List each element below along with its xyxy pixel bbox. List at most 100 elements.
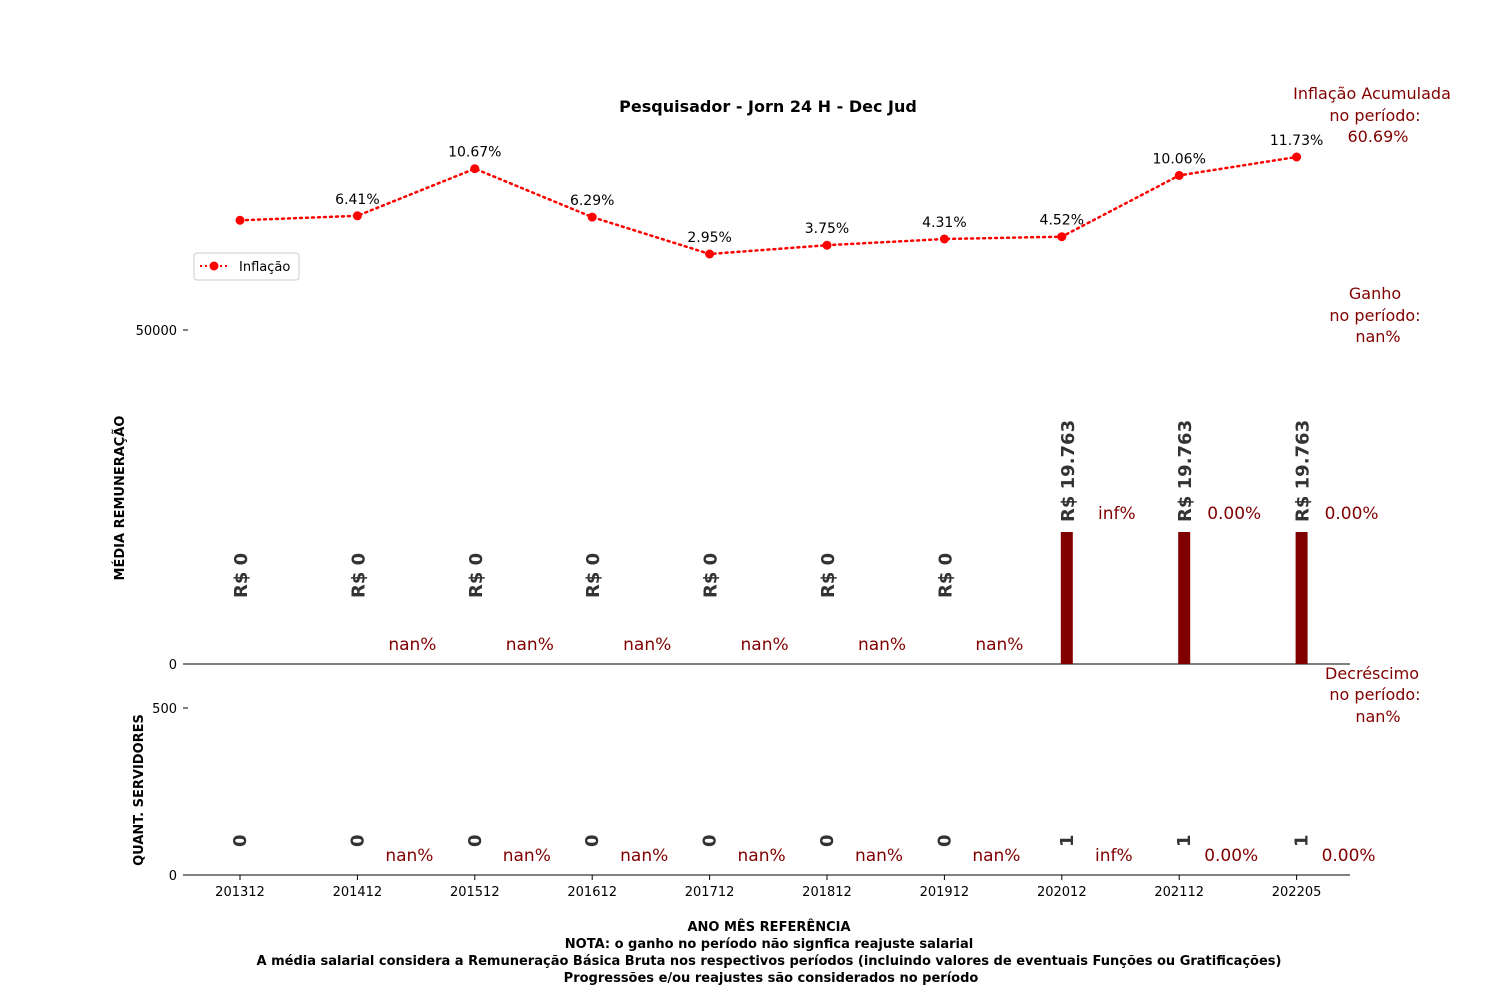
servers-value-202112: 1 <box>1174 834 1195 847</box>
salary-bar-202012 <box>1060 532 1073 664</box>
servers-value-201412: 0 <box>347 834 368 847</box>
inflation-point-201612 <box>587 212 597 222</box>
salary-bar-202112 <box>1178 532 1191 664</box>
xtick-label-201512: 201512 <box>450 885 500 900</box>
side-note-decrease-line2: no período: <box>1329 685 1420 704</box>
xtick-label-202012: 202012 <box>1037 885 1087 900</box>
servers-value-201912: 0 <box>934 834 955 847</box>
inflation-point-201312 <box>235 215 245 225</box>
side-note-gain-line3: nan% <box>1355 327 1400 346</box>
servers-change-201512: nan% <box>503 846 551 866</box>
salary-change-202205: 0.00% <box>1325 504 1379 524</box>
xtick-label-201812: 201812 <box>802 885 852 900</box>
x-ticks: 201312 201412 201512 201612 201712 201812 2019… <box>215 875 1321 900</box>
salary-value-202205: R$ 19.763 <box>1293 420 1314 522</box>
side-note-decrease: Decréscimo no período: nan% <box>1325 664 1421 726</box>
salary-value-202012: R$ 19.763 <box>1058 420 1079 522</box>
salary-change-201612: nan% <box>623 635 671 655</box>
salary-change-201712: nan% <box>741 635 789 655</box>
x-axis-label: ANO MÊS REFERÊNCIA <box>687 919 850 935</box>
inflation-point-202205 <box>1292 152 1302 162</box>
salary-change-202012: inf% <box>1098 504 1136 524</box>
inflation-point-201412 <box>352 211 362 221</box>
salary-value-202112: R$ 19.763 <box>1175 420 1196 522</box>
inflation-label-201912: 4.31% <box>922 215 966 231</box>
xtick-label-201612: 201612 <box>567 885 617 900</box>
inflation-label-201612: 6.29% <box>570 193 614 209</box>
legend-label: Inflação <box>239 260 290 275</box>
salary-value-201912: R$ 0 <box>935 553 956 598</box>
salary-change-201412: nan% <box>388 635 436 655</box>
inflation-line <box>238 155 1298 256</box>
xtick-label-201412: 201412 <box>333 885 383 900</box>
side-note-inflation-line2: no período: <box>1329 106 1420 125</box>
footer-note-2: A média salarial considera a Remuneração… <box>257 954 1282 969</box>
servers-change-202012: inf% <box>1095 846 1133 866</box>
xtick-label-201712: 201712 <box>685 885 735 900</box>
servers-series: 0 0 0 0 0 0 0 1 1 1 nan% nan% nan% nan% nan% nan% inf% 0.… <box>230 834 1376 866</box>
servers-change-202205: 0.00% <box>1322 846 1376 866</box>
inflation-label-201712: 2.95% <box>687 230 731 246</box>
inflation-label-202205: 11.73% <box>1270 133 1323 149</box>
servers-value-201812: 0 <box>817 834 838 847</box>
salary-change-201912: nan% <box>975 635 1023 655</box>
servers-value-201712: 0 <box>700 834 721 847</box>
salary-value-201312: R$ 0 <box>231 553 252 598</box>
servers-change-201812: nan% <box>855 846 903 866</box>
salary-value-201512: R$ 0 <box>466 553 487 598</box>
chart-title: Pesquisador - Jorn 24 H - Dec Jud <box>619 97 917 116</box>
side-note-decrease-line3: nan% <box>1355 707 1400 726</box>
servers-axis: 500 0 QUANT. SERVIDORES <box>132 702 1350 884</box>
servers-ytick-0: 0 <box>169 869 177 884</box>
salary-axis: 50000 0 MÉDIA REMUNERAÇÃO <box>112 324 1350 673</box>
xtick-label-202205: 202205 <box>1272 885 1322 900</box>
servers-ylabel: QUANT. SERVIDORES <box>132 714 147 866</box>
legend: Inflação <box>193 252 300 281</box>
salary-series: R$ 0 R$ 0 R$ 0 R$ 0 R$ 0 R$ 0 R$ 0 R$ 19.763 R$ … <box>231 420 1379 664</box>
salary-value-201412: R$ 0 <box>348 553 369 598</box>
side-note-gain-line1: Ganho <box>1349 284 1401 303</box>
salary-bar-202205 <box>1295 532 1308 664</box>
inflation-series: 6.41% 10.67% 6.29% 2.95% 3.75% 4.31% 4.52% 10.0… <box>235 133 1323 259</box>
footer-note-1: NOTA: o ganho no período não signfica re… <box>565 937 973 952</box>
salary-change-201512: nan% <box>506 635 554 655</box>
inflation-label-201812: 3.75% <box>805 221 849 237</box>
side-note-gain-line2: no período: <box>1329 306 1420 325</box>
servers-ytick-500: 500 <box>152 702 177 717</box>
servers-value-202012: 1 <box>1057 834 1078 847</box>
servers-change-201412: nan% <box>385 846 433 866</box>
side-note-inflation-line3: 60.69% <box>1347 127 1408 146</box>
side-note-inflation: Inflação Acumulada no período: 60.69% <box>1293 84 1451 146</box>
inflation-point-201512 <box>470 164 480 174</box>
side-note-inflation-line1: Inflação Acumulada <box>1293 84 1451 103</box>
legend-marker <box>209 261 219 271</box>
salary-ytick-0: 0 <box>169 658 177 673</box>
inflation-point-201812 <box>822 240 832 250</box>
salary-change-201812: nan% <box>858 635 906 655</box>
side-note-decrease-line1: Decréscimo <box>1325 664 1419 683</box>
inflation-point-202012 <box>1057 232 1067 242</box>
inflation-point-201712 <box>705 249 715 259</box>
inflation-point-202112 <box>1174 170 1184 180</box>
servers-value-201512: 0 <box>465 834 486 847</box>
inflation-point-201912 <box>939 234 949 244</box>
servers-change-201612: nan% <box>620 846 668 866</box>
inflation-label-201512: 10.67% <box>448 145 501 161</box>
servers-change-202112: 0.00% <box>1204 846 1258 866</box>
salary-value-201712: R$ 0 <box>701 553 722 598</box>
salary-change-202112: 0.00% <box>1207 504 1261 524</box>
footer-note-3: Progressões e/ou reajustes são considera… <box>564 971 979 986</box>
salary-ytick-50000: 50000 <box>136 324 177 339</box>
xtick-label-201312: 201312 <box>215 885 265 900</box>
servers-change-201712: nan% <box>738 846 786 866</box>
xtick-label-202112: 202112 <box>1154 885 1204 900</box>
inflation-label-201412: 6.41% <box>335 192 379 208</box>
inflation-label-202012: 4.52% <box>1040 213 1084 229</box>
salary-value-201812: R$ 0 <box>818 553 839 598</box>
xtick-label-201912: 201912 <box>920 885 970 900</box>
servers-value-202205: 1 <box>1292 834 1313 847</box>
inflation-label-202112: 10.06% <box>1153 151 1206 167</box>
servers-change-201912: nan% <box>972 846 1020 866</box>
salary-ylabel: MÉDIA REMUNERAÇÃO <box>112 416 128 581</box>
